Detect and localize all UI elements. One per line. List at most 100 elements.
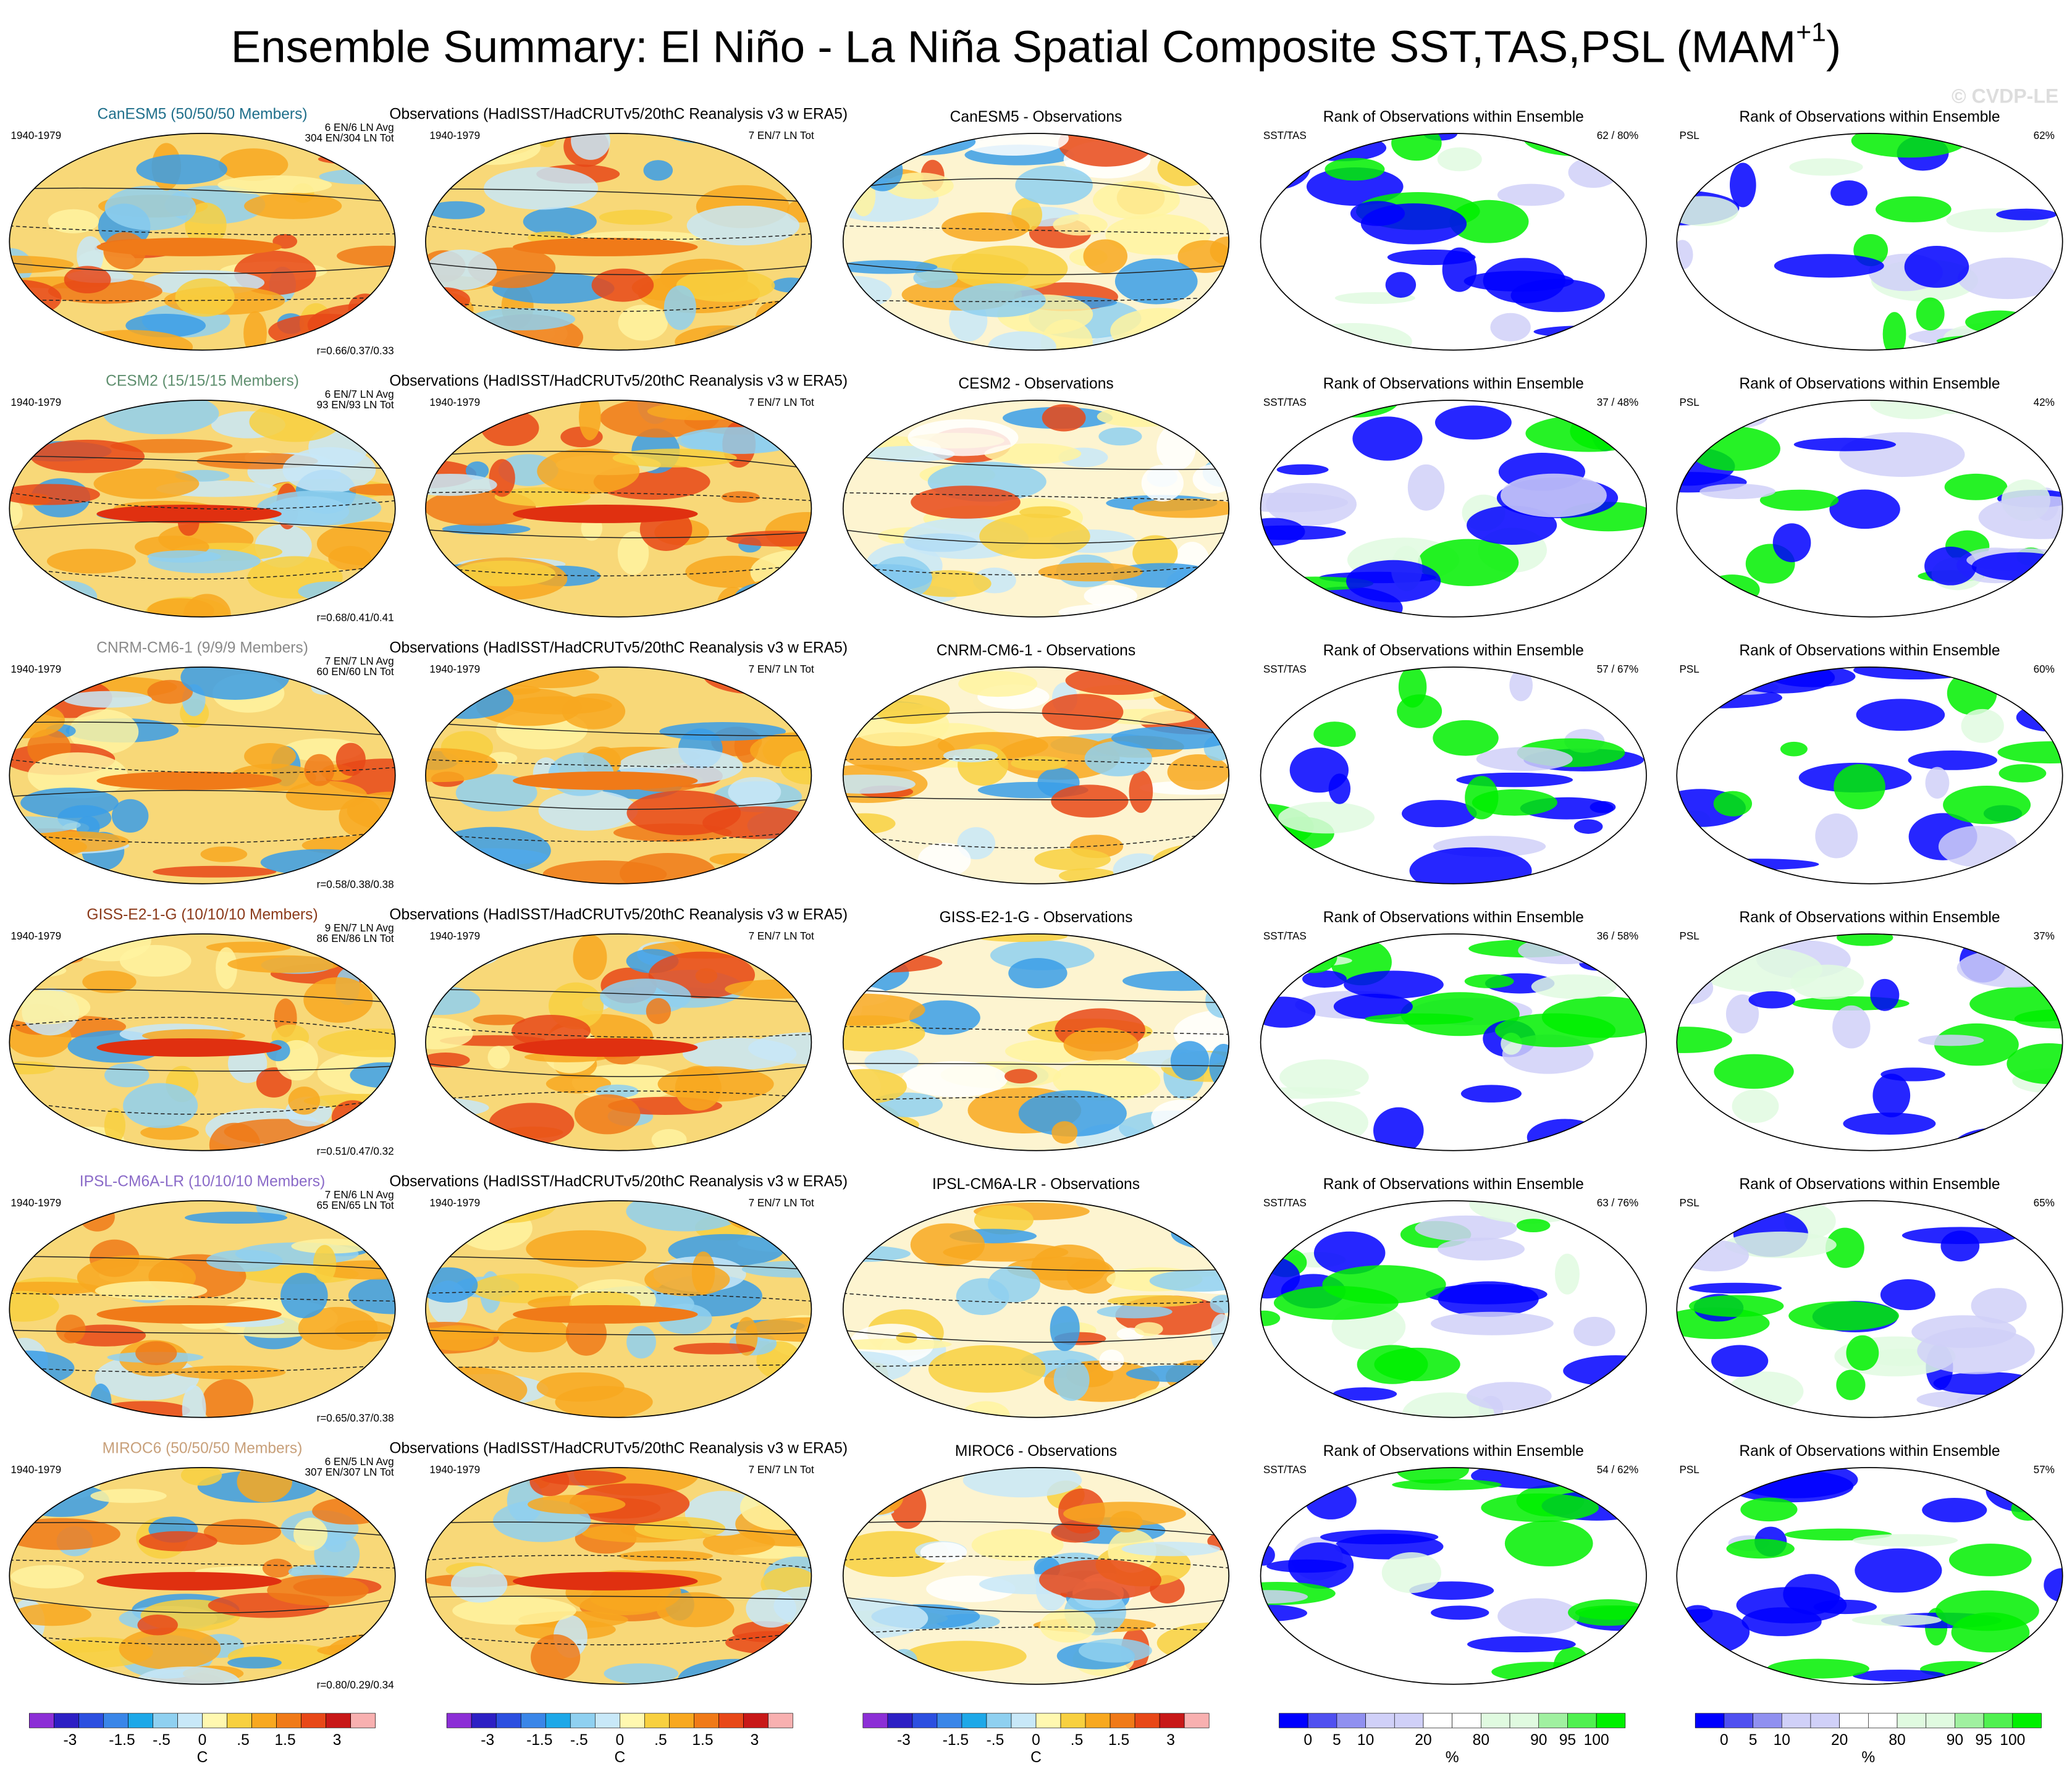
map-border (1676, 1467, 2063, 1685)
colorbar-box (1926, 1713, 1955, 1728)
map-border (9, 400, 396, 618)
map-blob (1969, 986, 2063, 1022)
map-blob (702, 806, 812, 839)
map-blob (56, 1314, 86, 1343)
colorbar-box (1307, 1713, 1337, 1728)
rank-title: Rank of Observations within Ensemble (1323, 909, 1584, 926)
map-blob (988, 1266, 1040, 1303)
contour (9, 521, 395, 533)
map-blob (9, 1410, 58, 1418)
map-border (1260, 400, 1647, 618)
map-blob (741, 1261, 812, 1278)
map-blob (774, 426, 812, 458)
colorbar-box (1868, 1713, 1898, 1728)
rank-title: Rank of Observations within Ensemble (1323, 642, 1584, 659)
contour (9, 262, 395, 274)
map-blob (843, 667, 886, 687)
map-blob (1882, 312, 1906, 350)
obs-counts: 7 EN/7 LN Tot (749, 130, 814, 141)
colorbar-box (1134, 1713, 1160, 1728)
colorbar-box (1567, 1713, 1597, 1728)
map-blob (293, 1518, 328, 1551)
map-blob (218, 148, 288, 181)
map-blob (928, 1345, 1046, 1393)
map-blob (1126, 1365, 1229, 1382)
period: 1940-1979 (11, 130, 61, 141)
map-blob (1167, 1404, 1229, 1418)
map-panel (1260, 133, 1647, 350)
map-blob (1834, 764, 1885, 810)
map-blob (104, 1063, 150, 1088)
map-blob (721, 491, 760, 503)
map-blob (1417, 539, 1519, 586)
map-blob (455, 1206, 533, 1251)
map-blob (1290, 941, 1337, 973)
colorbar-label: -1.5 (526, 1732, 552, 1749)
map-blob (1677, 240, 1693, 270)
contour (9, 1522, 395, 1537)
colorbar-box (862, 1713, 888, 1728)
map-blob (1260, 996, 1316, 1028)
contour (425, 1090, 812, 1101)
map-blob (1392, 1479, 1502, 1490)
map-blob (1260, 330, 1288, 345)
map-blob (135, 1341, 177, 1366)
map-blob (1997, 741, 2063, 763)
map-blob (1677, 1608, 1750, 1655)
colorbar-unit: C (1030, 1749, 1042, 1766)
contour (425, 296, 812, 312)
colorbar-box (1839, 1713, 1869, 1728)
map-border (842, 933, 1230, 1151)
map-blob (201, 1379, 254, 1418)
map-blob (350, 1062, 395, 1088)
colorbar-label: 1.5 (1108, 1732, 1129, 1749)
enso-tongue (513, 237, 698, 256)
map-blob (173, 1365, 286, 1380)
map-blob (718, 333, 786, 350)
map-blob (268, 314, 386, 350)
colorbar-unit: % (1446, 1749, 1459, 1766)
map-blob (646, 998, 672, 1025)
map-border (9, 666, 396, 885)
map-blob (489, 459, 515, 497)
obs-title: Observations (HadISST/HadCRUTv5/20thC Re… (389, 1174, 848, 1190)
map-blob (1500, 473, 1607, 518)
rank-title: Rank of Observations within Ensemble (1323, 1176, 1584, 1193)
map-blob (147, 550, 222, 563)
map-blob (1098, 427, 1142, 446)
map-blob (1134, 1322, 1163, 1336)
model-label: CanESM5 (50/50/50 Members) (97, 106, 307, 123)
map-blob (746, 1317, 812, 1342)
rank-label: SST/TAS (1263, 1197, 1307, 1209)
colorbar-label: -3 (481, 1732, 494, 1749)
map-panel (843, 400, 1229, 617)
map-blob (1099, 1349, 1124, 1371)
map-blob (1110, 308, 1213, 350)
contour (843, 1329, 1229, 1343)
map-panel (1260, 400, 1647, 617)
map-blob (979, 513, 1090, 559)
map-blob (425, 580, 472, 594)
map-blob (244, 743, 297, 770)
map-blob (908, 419, 1019, 456)
map-blob (531, 1634, 581, 1680)
map-blob (573, 934, 607, 980)
colorbar-box (29, 1713, 54, 1728)
rank-pct: 36 / 58% (1597, 930, 1638, 942)
colorbar-box (350, 1713, 376, 1728)
model-label: GISS-E2-1-G (10/10/10 Members) (86, 907, 318, 923)
map-blob (1360, 203, 1467, 245)
contour (843, 1096, 1229, 1101)
map-blob (1563, 1355, 1647, 1387)
map-blob (571, 133, 610, 160)
ensemble-stats: 304 EN/304 LN Tot (305, 132, 394, 144)
map-blob (1132, 535, 1178, 571)
map-blob (1460, 1085, 1522, 1103)
map-blob (1949, 1544, 2032, 1576)
colorbar-label: 90 (1530, 1732, 1547, 1749)
map-blob (425, 1053, 470, 1068)
map-blob (974, 1205, 1034, 1235)
map-blob (303, 1093, 395, 1109)
contour (843, 796, 1229, 801)
map-blob (953, 283, 1046, 317)
